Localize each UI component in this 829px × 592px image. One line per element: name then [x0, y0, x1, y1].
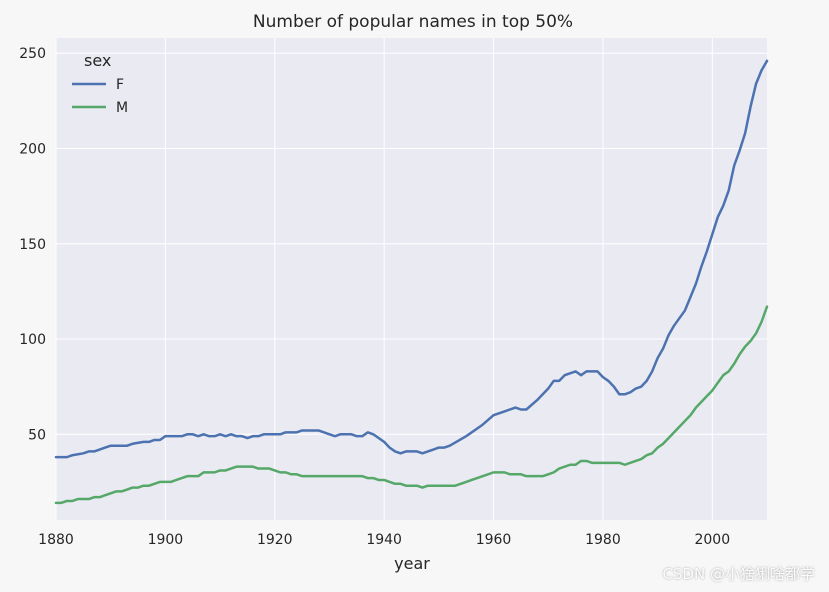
watermark: CSDN @小猞猁啥都学 [662, 565, 815, 583]
legend-label-m: M [116, 100, 128, 116]
y-tick-label: 100 [19, 332, 46, 348]
plot-area [56, 38, 767, 520]
y-tick-label: 50 [28, 427, 46, 443]
x-axis-label: year [394, 554, 430, 573]
x-tick-label: 1880 [38, 532, 74, 548]
y-tick-label: 150 [19, 237, 46, 253]
legend-title: sex [84, 51, 111, 70]
x-tick-label: 1920 [257, 532, 293, 548]
y-tick-label: 200 [19, 141, 46, 157]
series-lines [54, 59, 769, 505]
series-line-f [54, 59, 769, 459]
grid [55, 38, 767, 520]
legend-label-f: F [116, 77, 124, 93]
series-line-m [54, 305, 769, 505]
x-tick-label: 1960 [476, 532, 512, 548]
x-tick-label: 2000 [694, 532, 730, 548]
tick-labels: 1880 1900 1920 1940 1960 1980 2000 50 100 150 200 2… [19, 46, 730, 548]
legend: sex F M [72, 51, 128, 116]
x-tick-label: 1980 [585, 532, 621, 548]
x-tick-label: 1940 [366, 532, 402, 548]
chart-title: Number of popular names in top 50% [253, 12, 573, 32]
x-tick-label: 1900 [148, 532, 184, 548]
y-tick-label: 250 [19, 46, 46, 62]
